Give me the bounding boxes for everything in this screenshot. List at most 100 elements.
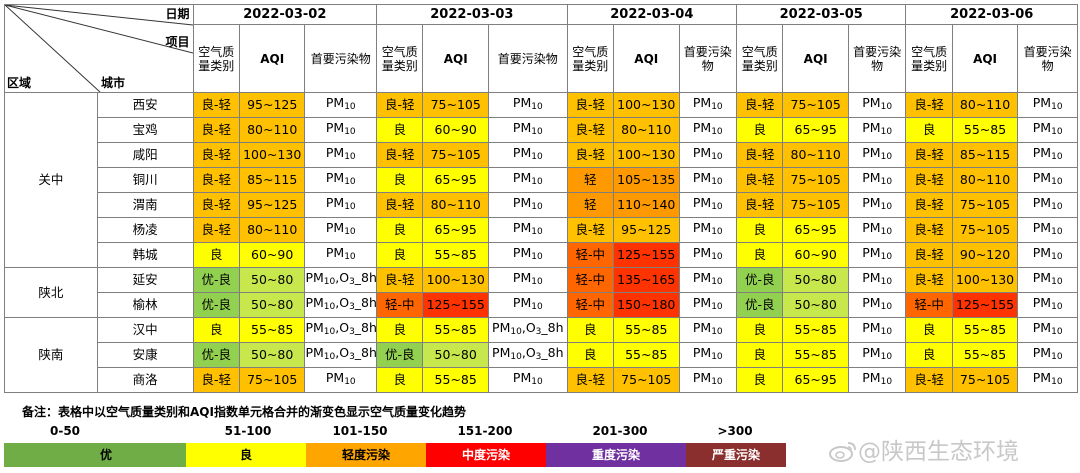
pollutant-cell: PM10	[678, 92, 738, 118]
pollutant-cell: PM10	[487, 292, 568, 318]
category-cell: 良-轻	[566, 142, 615, 168]
legend-band: 优	[4, 443, 208, 467]
aqi-cell: 125~155	[951, 292, 1019, 318]
aqi-cell: 135~165	[613, 267, 680, 293]
aqi-cell: 80~110	[238, 117, 306, 143]
date-header: 2022-03-05	[736, 4, 907, 25]
pollutant-cell: PM10	[487, 267, 568, 293]
pollutant-cell: PM10,O3_8h	[487, 317, 568, 343]
city-cell: 铜川	[96, 167, 194, 193]
pollutant-cell: PM10	[847, 117, 907, 143]
pollutant-cell: PM10	[678, 367, 738, 393]
pollutant-cell: PM10,O3_8h	[304, 317, 378, 343]
city-cell: 杨凌	[96, 217, 194, 243]
category-cell: 优-良	[192, 342, 240, 368]
pollutant-cell: PM10	[1017, 192, 1078, 218]
pollutant-cell: PM10	[678, 292, 738, 318]
pollutant-cell: PM10	[1017, 92, 1078, 118]
pollutant-cell: PM10	[487, 242, 568, 268]
watermark-text: @陕西生态环境	[858, 439, 1019, 465]
category-cell: 良-轻	[736, 167, 784, 193]
pollutant-cell: PM10	[1017, 217, 1078, 243]
category-cell: 良	[905, 117, 953, 143]
city-cell: 西安	[96, 92, 194, 118]
aqi-cell: 95~125	[238, 192, 306, 218]
city-cell: 榆林	[96, 292, 194, 318]
aqi-cell: 50~80	[238, 292, 306, 318]
category-header: 空气质量类别	[566, 24, 615, 93]
table-row: 安康 优-良 50~80 PM10,O3_8h 优-良 50~80 PM10,O3_8h 良 5…	[5, 342, 1078, 368]
aqi-cell: 55~85	[951, 117, 1019, 143]
date-header: 2022-03-06	[905, 4, 1078, 25]
category-cell: 良-轻	[376, 267, 424, 293]
category-cell: 良-轻	[905, 367, 953, 393]
aqi-cell: 80~110	[951, 92, 1019, 118]
pollutant-cell: PM10	[847, 92, 907, 118]
aqi-cell: 100~130	[951, 267, 1019, 293]
table-row: 咸阳 良-轻 100~130 PM10 良-轻 75~105 PM10 良-轻 100~130 P…	[5, 142, 1078, 168]
aqi-cell: 80~110	[613, 117, 680, 143]
city-cell: 商洛	[96, 367, 194, 393]
region-label: 区域	[7, 76, 32, 90]
aqi-cell: 65~95	[422, 167, 489, 193]
aqi-cell: 60~90	[422, 117, 489, 143]
category-cell: 良-轻	[192, 92, 240, 118]
pollutant-cell: PM10	[304, 92, 378, 118]
aqi-cell: 110~140	[613, 192, 680, 218]
pollutant-cell: PM10	[1017, 242, 1078, 268]
table-row: 陕南 汉中良 55~85 PM10,O3_8h 良 55~85 PM10,O3_8h 良 55~…	[4, 317, 1078, 393]
aqi-header: AQI	[422, 24, 489, 93]
category-cell: 良-轻	[566, 217, 615, 243]
pollutant-cell: PM10	[678, 342, 738, 368]
pollutant-cell: PM10	[678, 167, 738, 193]
category-cell: 轻-中	[905, 292, 953, 318]
pollutant-cell: PM10	[487, 92, 568, 118]
pollutant-cell: PM10	[847, 242, 907, 268]
pollutant-cell: PM10	[678, 242, 738, 268]
aqi-cell: 75~105	[422, 142, 489, 168]
category-cell: 良-轻	[905, 217, 953, 243]
category-cell: 良	[376, 317, 424, 343]
aqi-cell: 50~80	[782, 292, 849, 318]
category-cell: 良-轻	[905, 167, 953, 193]
pollutant-cell: PM10	[487, 217, 568, 243]
category-header: 空气质量类别	[376, 24, 424, 93]
aqi-cell: 55~85	[782, 342, 849, 368]
aqi-cell: 65~95	[422, 217, 489, 243]
aqi-cell: 55~85	[238, 317, 306, 343]
category-cell: 良-轻	[192, 192, 240, 218]
category-cell: 良	[736, 317, 784, 343]
aqi-cell: 55~85	[613, 342, 680, 368]
table-row: 韩城良 60~90 PM10 良 55~85 PM10 轻-中 125~155 PM10 良 60~…	[5, 242, 1078, 268]
category-cell: 良-轻	[905, 192, 953, 218]
pollutant-header: 首要污染物	[847, 24, 907, 93]
category-cell: 良	[376, 117, 424, 143]
category-cell: 优-良	[192, 267, 240, 293]
aqi-cell: 55~85	[422, 317, 489, 343]
aqi-cell: 125~155	[613, 242, 680, 268]
category-cell: 良-轻	[192, 142, 240, 168]
aqi-cell: 50~80	[238, 267, 306, 293]
pollutant-cell: PM10	[487, 142, 568, 168]
category-cell: 良	[736, 217, 784, 243]
pollutant-cell: PM10,O3_8h	[304, 267, 378, 293]
table-row: 关中 西安 良-轻 95~125 PM10 良-轻 75~105 PM10 良-轻 100~130…	[4, 92, 1078, 268]
aqi-header: AQI	[782, 24, 849, 93]
aqi-cell: 60~90	[782, 242, 849, 268]
category-cell: 良	[566, 317, 615, 343]
corner-diagonal-lines	[5, 5, 193, 92]
pollutant-cell: PM10	[304, 367, 378, 393]
region-cell: 关中	[4, 92, 98, 268]
pollutant-cell: PM10	[847, 292, 907, 318]
category-cell: 良	[905, 342, 953, 368]
legend-range: 101-150	[332, 424, 388, 438]
table-row: 铜川 良-轻 85~115 PM10 良 65~95 PM10 轻 105~135 PM10 良-轻…	[5, 167, 1078, 193]
item-label: 项目	[165, 35, 190, 49]
city-cell: 韩城	[96, 242, 194, 268]
pollutant-cell: PM10	[678, 142, 738, 168]
category-cell: 轻-中	[566, 242, 615, 268]
category-cell: 优-良	[376, 342, 424, 368]
category-cell: 轻-中	[376, 292, 424, 318]
legend-band: 重度污染	[546, 443, 686, 467]
